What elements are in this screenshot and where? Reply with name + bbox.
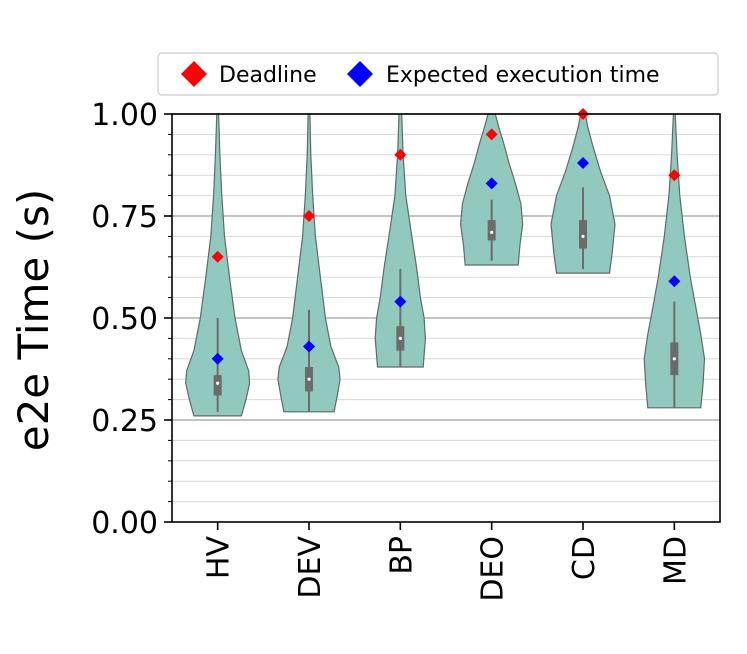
markers (211, 108, 681, 365)
deadline-marker-hv (211, 250, 224, 263)
legend-label-expected: Expected execution time (386, 63, 660, 88)
x-tick-label-hv: HV (202, 536, 237, 580)
violins (185, 113, 706, 417)
grid-lines (172, 113, 720, 503)
iqr-box-hv (213, 375, 222, 396)
y-axis-title: e2e Time (s) (9, 189, 58, 452)
deadline-marker-md (668, 169, 681, 182)
x-tick-label-deo: DEO (476, 536, 511, 602)
legend: Deadline Expected execution time (157, 52, 719, 96)
y-axis: 0.00 0.25 0.50 0.75 1.00 (91, 98, 172, 541)
expected-marker-md (668, 275, 681, 288)
y-tick-label: 0.50 (91, 302, 158, 337)
y-tick-label: 0.00 (91, 506, 158, 541)
y-tick-label: 0.75 (91, 200, 158, 235)
deadline-marker-dev (303, 210, 315, 222)
median-bp (398, 336, 402, 340)
y-tick-label: 1.00 (91, 98, 158, 133)
iqr-box-cd (579, 220, 587, 249)
expected-marker-bp (394, 295, 407, 308)
median-md (672, 357, 676, 361)
median-hv (216, 381, 220, 385)
x-tick-label-bp: BP (384, 536, 419, 575)
y-tick-label: 0.25 (91, 404, 158, 439)
legend-marker-expected (347, 61, 373, 87)
x-axis: HV DEV BP DEO CD MD (202, 522, 693, 602)
expected-marker-dev (303, 340, 315, 353)
expected-marker-cd (577, 156, 589, 169)
x-tick-label-md: MD (658, 536, 693, 585)
median-cd (581, 234, 585, 238)
x-tick-label-dev: DEV (293, 536, 328, 599)
expected-marker-deo (485, 177, 498, 190)
median-deo (490, 230, 494, 234)
legend-label-deadline: Deadline (219, 63, 317, 88)
deadline-marker-bp (394, 148, 407, 161)
deadline-marker-deo (485, 128, 498, 141)
median-dev (307, 377, 311, 381)
expected-marker-hv (211, 352, 224, 365)
legend-marker-deadline (181, 61, 207, 87)
x-tick-label-cd: CD (567, 536, 602, 580)
iqr-box-deo (487, 220, 496, 241)
legend-box (157, 52, 719, 96)
